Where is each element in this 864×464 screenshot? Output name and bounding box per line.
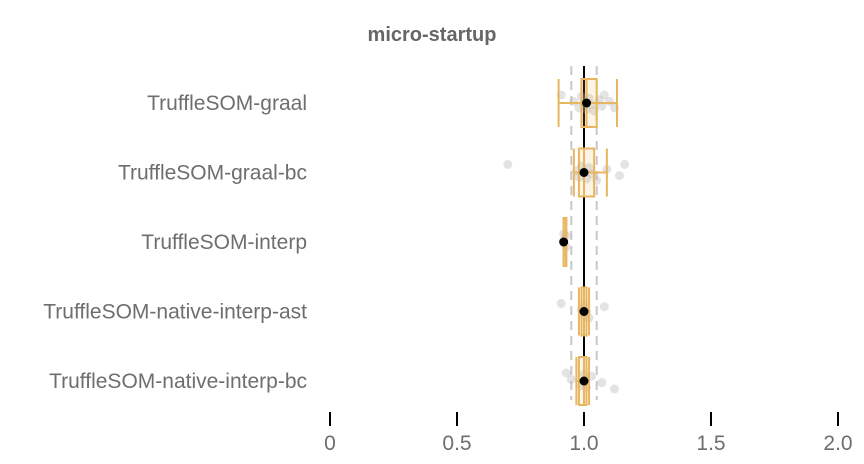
reference-lines [570,66,598,400]
category-row: TruffleSOM-native-interp-ast [43,286,609,337]
data-point [599,90,609,100]
mean-marker [579,376,589,386]
x-axis: 0 0.5 1.0 1.5 2.0 [324,412,853,455]
category-label: TruffleSOM-native-interp-bc [49,370,307,393]
data-point [597,378,607,388]
category-label: TruffleSOM-native-interp-ast [43,301,307,324]
data-point [609,384,619,394]
data-point [615,171,625,181]
category-label: TruffleSOM-interp [141,231,307,254]
category-row: TruffleSOM-interp [141,217,571,267]
data-point [566,374,576,384]
category-label: TruffleSOM-graal [147,92,307,115]
data-point [599,302,609,312]
x-tick-label: 1.5 [696,432,725,455]
mean-marker [579,168,589,177]
category-row: TruffleSOM-graal [147,78,619,128]
chart-title: micro-startup [368,24,497,46]
data-point [503,160,513,169]
x-tick-label: 0.5 [442,432,471,455]
data-point [620,160,630,169]
category-row: TruffleSOM-graal-bc [118,147,630,198]
x-tick-label: 0 [324,432,336,455]
category-row: TruffleSOM-native-interp-bc [49,356,619,406]
mean-marker [579,307,589,316]
data-point [556,299,566,308]
x-tick-label: 2.0 [823,432,852,455]
data-point [561,368,571,378]
mean-marker [559,237,569,247]
category-label: TruffleSOM-graal-bc [118,162,307,185]
category-rows: TruffleSOM-graal TruffleSOM-graal-bc Truff… [43,78,630,406]
x-tick-label: 1.0 [569,432,598,455]
mean-marker [582,98,592,108]
